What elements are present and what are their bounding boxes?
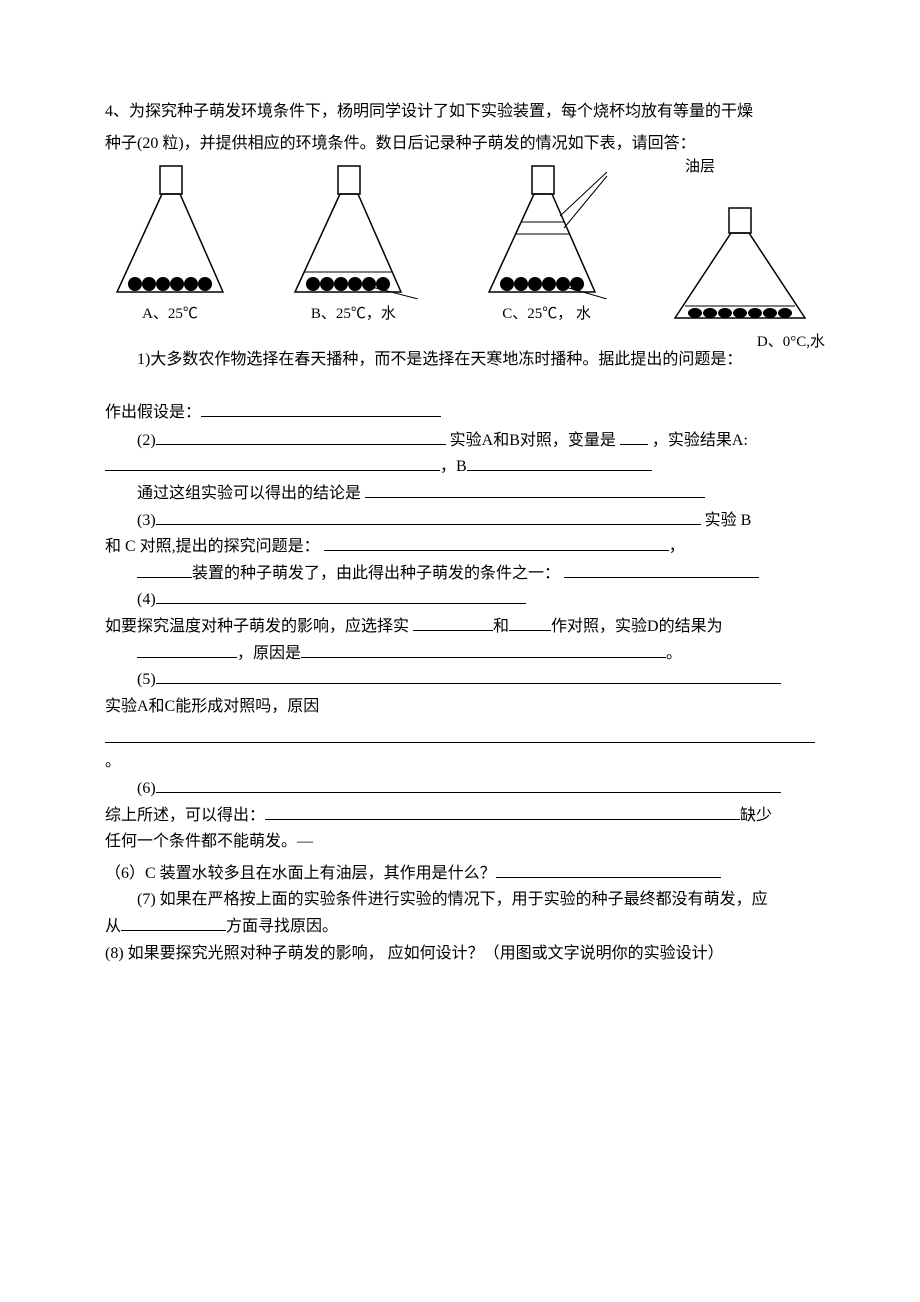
flask-a-label: A、25℃ — [142, 303, 198, 326]
q1-hypothesis: 作出假设是： — [105, 399, 815, 426]
blank — [156, 668, 781, 684]
q5-line1: (5) — [105, 667, 815, 693]
q3-line2-text: 和 C 对照,提出的探究问题是： — [105, 538, 324, 555]
q3-line2: 和 C 对照,提出的探究问题是： ， — [105, 534, 815, 560]
q4-line2: 如要探究温度对种子萌发的影响，应选择实 和 作对照，实验D的结果为 — [105, 614, 815, 640]
blank — [509, 615, 551, 631]
flask-b-svg — [278, 164, 428, 299]
q4-label: (4) — [137, 591, 156, 608]
q4-line3-end: 。 — [666, 645, 682, 662]
blank — [137, 562, 192, 578]
blank — [156, 777, 781, 793]
q7-line2a: 从 — [105, 918, 121, 935]
blank — [156, 429, 446, 445]
flask-b: B、25℃，水 — [278, 164, 428, 326]
q6a-line2b: 缺少 — [740, 807, 772, 824]
blank-line — [105, 725, 815, 743]
q2-line2: ，B — [105, 454, 815, 480]
blank — [137, 642, 237, 658]
q6b: （6）C 装置水较多且在水面上有油层，其作用是什么？ — [105, 861, 815, 887]
q4-line2a: 如要探究温度对种子萌发的影响，应选择实 — [105, 618, 413, 635]
q5-period: 。 — [105, 749, 815, 775]
q7-line1: (7) 如果在严格按上面的实验条件进行实验的情况下，用于实验的种子最终都没有萌发… — [105, 887, 815, 913]
q7-line2: 从 方面寻找原因。 — [105, 914, 815, 940]
q8-text: 如果要探究光照对种子萌发的影响， 应如何设计？（用图或文字说明你的实验设计） — [124, 945, 724, 962]
q6b-text: （6）C 装置水较多且在水面上有油层，其作用是什么？ — [105, 865, 496, 882]
q1-hypothesis-prefix: 作出假设是： — [105, 404, 201, 421]
q2-tail2: ，实验结果A: — [648, 432, 748, 449]
q4-line3-mid: ，原因是 — [237, 645, 301, 662]
q8-label: (8) — [105, 945, 124, 962]
blank — [301, 642, 666, 658]
blank — [156, 509, 701, 525]
q3-line3: 装置的种子萌发了，由此得出种子萌发的条件之一： — [105, 561, 815, 587]
q3-line1: (3) 实验 B — [105, 508, 815, 534]
flask-a-svg — [105, 164, 235, 299]
blank — [564, 562, 759, 578]
q6a-line1: (6) — [105, 776, 815, 802]
q1-text: 1)大多数农作物选择在春天播种，而不是选择在天寒地冻时播种。据此提出的问题是： — [105, 346, 815, 373]
q2-line1: (2) 实验A和B对照，变量是 ，实验结果A: — [105, 428, 815, 454]
q4-line2c: 作对照，实验D的结果为 — [551, 618, 723, 635]
question-intro: 4、为探究种子萌发环境条件下，杨明同学设计了如下实验装置，每个烧杯均放有等量的干… — [105, 100, 815, 124]
q4-line1: (4) — [105, 587, 815, 613]
flask-d-svg — [665, 206, 815, 326]
q7-text: 如果在严格按上面的实验条件进行实验的情况下，用于实验的种子最终都没有萌发，应 — [156, 891, 768, 908]
q2-conclusion-prefix: 通过这组实验可以得出的结论是 — [137, 485, 365, 502]
blank — [496, 862, 721, 878]
q8: (8) 如果要探究光照对种子萌发的影响， 应如何设计？（用图或文字说明你的实验设… — [105, 941, 815, 967]
q6a-label: (6) — [137, 780, 156, 797]
q4-line2b: 和 — [493, 618, 509, 635]
blank — [156, 588, 526, 604]
q2-label: (2) — [137, 432, 156, 449]
q2-line3: 通过这组实验可以得出的结论是 — [105, 481, 815, 507]
flask-a: A、25℃ — [105, 164, 235, 326]
q4-line3: ，原因是 。 — [105, 641, 815, 667]
blank — [467, 455, 652, 471]
q6a-line2a: 综上所述，可以得出： — [105, 807, 265, 824]
flask-c-svg — [472, 164, 622, 299]
blank — [365, 482, 705, 498]
q7-label: (7) — [137, 891, 156, 908]
flask-row: 油层 A、25℃ B、25℃，水 — [105, 164, 815, 326]
q6a-line2: 综上所述，可以得出： 缺少 — [105, 803, 815, 829]
flask-b-label: B、25℃，水 — [311, 303, 396, 326]
q3-line3-prefix: 装置的种子萌发了，由此得出种子萌发的条件之一： — [192, 565, 564, 582]
blank — [620, 429, 648, 445]
intro-text-1: 为探究种子萌发环境条件下，杨明同学设计了如下实验装置，每个烧杯均放有等量的干燥 — [129, 103, 753, 120]
question-number: 4、 — [105, 103, 129, 120]
blank — [324, 535, 669, 551]
q3-label: (3) — [137, 512, 156, 529]
q7-line2b: 方面寻找原因。 — [226, 918, 338, 935]
q5-line2: 实验A和C能形成对照吗，原因 — [105, 694, 815, 720]
oil-layer-label: 油层 — [685, 156, 715, 179]
blank — [105, 455, 440, 471]
intro-text-2: 种子(20 粒)，并提供相应的环境条件。数日后记录种子萌发的情况如下表，请回答： — [105, 132, 815, 156]
q3-tail: 实验 B — [701, 512, 752, 529]
q6a-line3: 任何一个条件都不能萌发。— — [105, 829, 815, 855]
blank — [413, 615, 493, 631]
q2-mid: ，B — [440, 458, 467, 475]
flask-d-label: D、0°C,水 — [757, 331, 825, 354]
blank — [121, 915, 226, 931]
flask-c: C、25℃， 水 — [472, 164, 622, 326]
blank — [201, 401, 441, 417]
q5-label: (5) — [137, 671, 156, 688]
q2-tail1: 实验A和B对照，变量是 — [446, 432, 620, 449]
blank — [265, 804, 740, 820]
flask-d: D、0°C,水 — [665, 206, 815, 326]
flask-c-label: C、25℃， 水 — [502, 303, 591, 326]
